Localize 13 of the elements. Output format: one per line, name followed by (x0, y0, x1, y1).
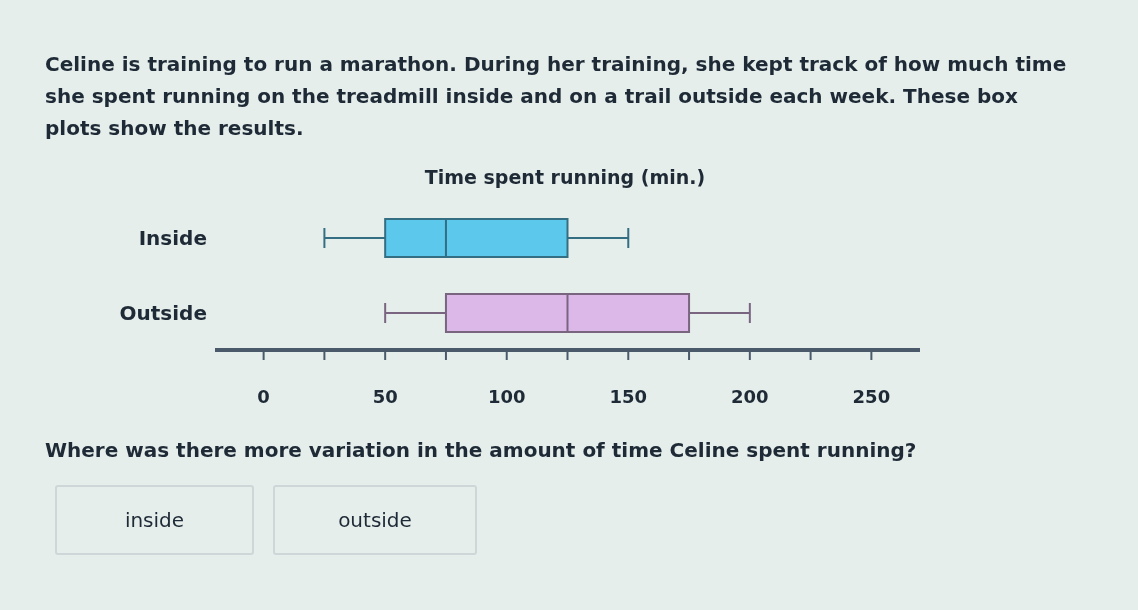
x-tick-label: 150 (609, 385, 648, 407)
x-tick-label: 50 (372, 385, 398, 407)
y-tick-label: Outside (119, 300, 207, 325)
text: Celine is training to run a marathon. During her training, she kept track of how much time she spent running on the treadmill inside and on a trail outside each week. These box plots show the results. (45, 51, 1068, 142)
x-tick-label: 250 (852, 385, 891, 407)
y-tick-label: Inside (138, 225, 207, 250)
text: outside (273, 485, 477, 555)
x-tick-label: 100 (487, 385, 526, 407)
chart-title: Time spent running (min.) (423, 166, 707, 188)
text: Where was there more variation in the amount of time Celine spent running? (45, 438, 917, 462)
text: inside (55, 485, 254, 555)
x-tick-label: 0 (257, 385, 270, 407)
x-tick-label: 200 (731, 385, 769, 407)
